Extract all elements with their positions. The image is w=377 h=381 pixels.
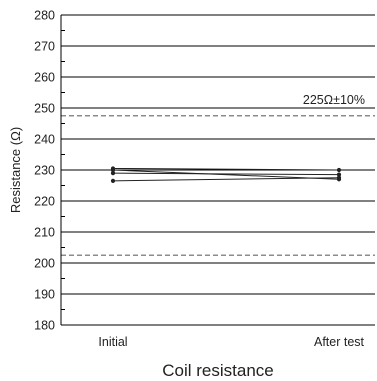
y-tick-label: 260 bbox=[34, 71, 55, 85]
chart-title: Coil resistance bbox=[162, 361, 274, 380]
data-point bbox=[336, 167, 342, 173]
y-tick-label: 280 bbox=[34, 9, 55, 23]
y-axis-label: Resistance (Ω) bbox=[8, 127, 23, 213]
data-point bbox=[336, 172, 342, 177]
axis-layer bbox=[60, 15, 65, 325]
x-category-label: Initial bbox=[98, 335, 127, 349]
y-tick-label: 270 bbox=[34, 40, 55, 54]
series-line bbox=[112, 177, 340, 182]
y-tick-label: 240 bbox=[34, 133, 55, 147]
label-layer: 180 190 200 210 220 230 240 250 260 270 280 Initial… bbox=[34, 9, 364, 350]
series-layer bbox=[110, 166, 342, 183]
y-tick-label: 200 bbox=[34, 257, 55, 271]
reference-lines bbox=[61, 114, 375, 257]
data-point bbox=[110, 178, 116, 183]
series-line bbox=[112, 169, 340, 180]
y-tick-label: 230 bbox=[34, 164, 55, 178]
data-point bbox=[110, 171, 116, 176]
series-line bbox=[112, 172, 340, 176]
series-line bbox=[112, 167, 340, 171]
y-tick-label: 220 bbox=[34, 195, 55, 209]
y-tick-label: 210 bbox=[34, 226, 55, 240]
data-point bbox=[336, 175, 342, 180]
tolerance-annotation: 225Ω±10% bbox=[303, 93, 365, 107]
x-category-label: After test bbox=[314, 335, 365, 349]
y-tick-label: 190 bbox=[34, 288, 55, 302]
y-tick-label: 250 bbox=[34, 102, 55, 116]
data-point bbox=[110, 167, 116, 173]
y-tick-label: 180 bbox=[34, 319, 55, 333]
